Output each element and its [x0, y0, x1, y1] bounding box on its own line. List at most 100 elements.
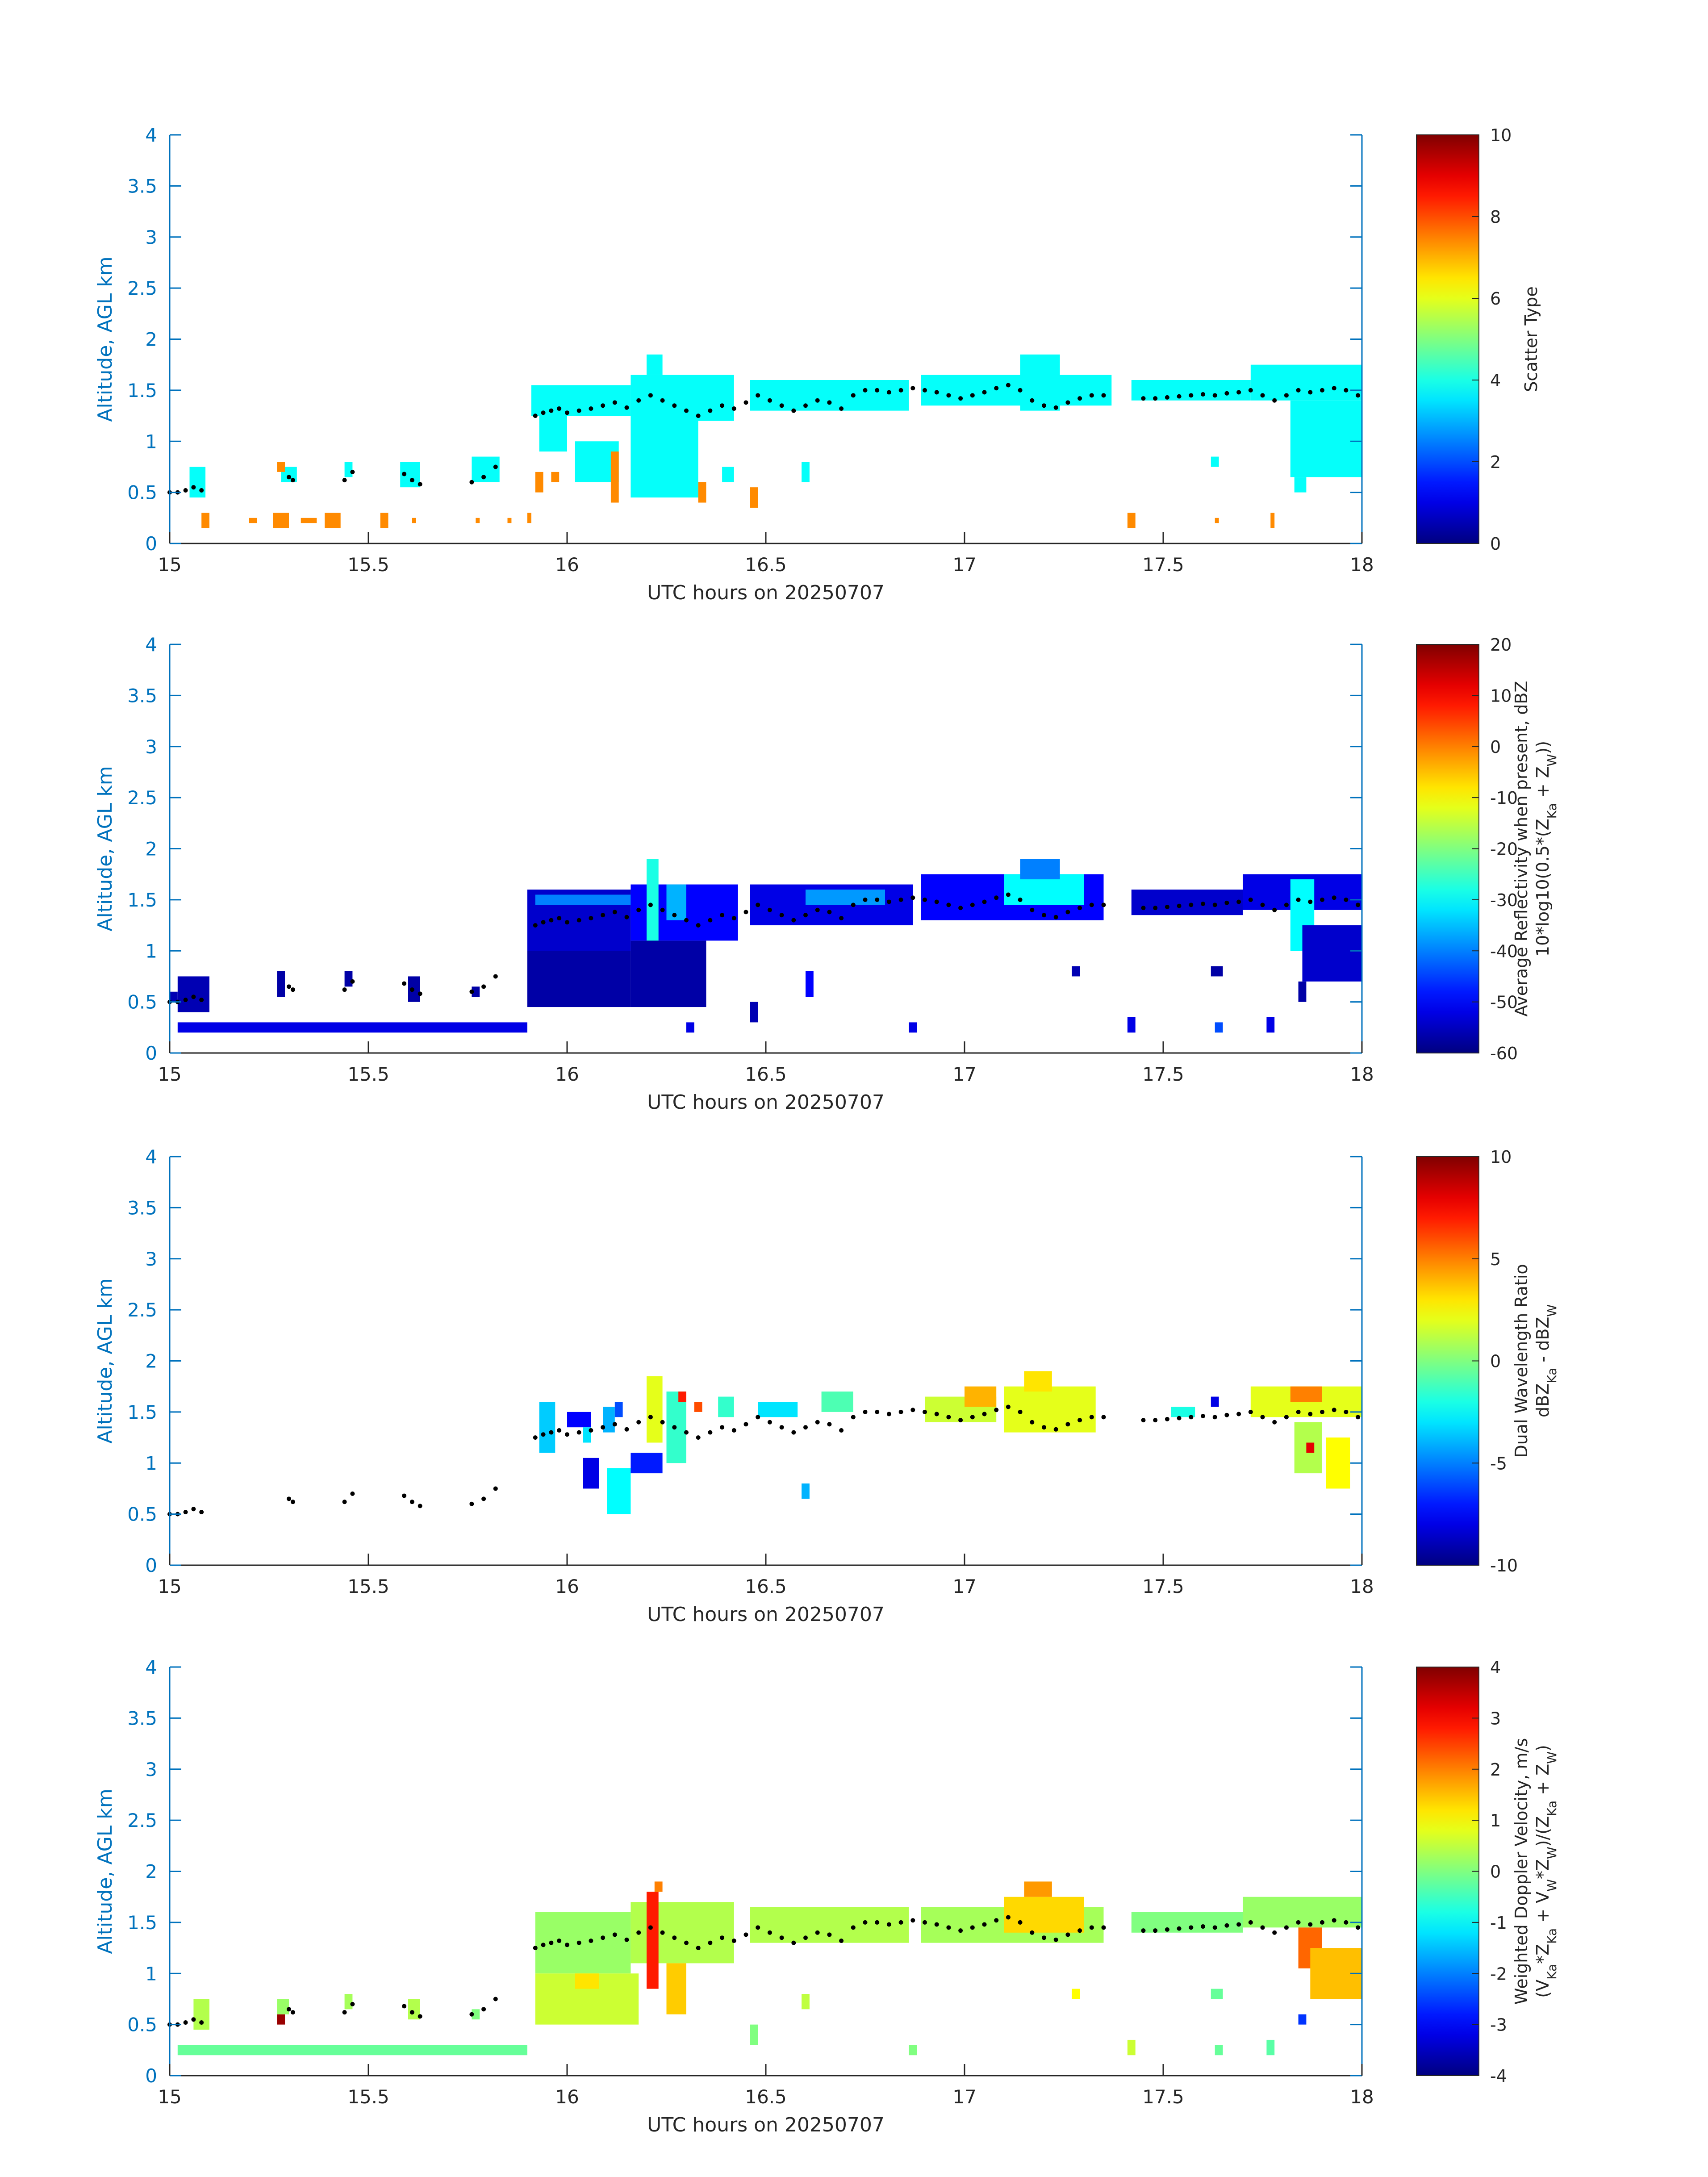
colorbar-tick-label: 20 — [1490, 635, 1512, 655]
heatmap-cell — [1127, 2039, 1136, 2056]
cloud-base-point — [1018, 897, 1023, 902]
cloud-base-point — [1077, 396, 1082, 401]
x-tick-label: 15.5 — [347, 554, 389, 576]
heatmap-cell — [1298, 2014, 1307, 2025]
cloud-base-point — [1284, 1925, 1289, 1930]
cloud-base-point — [851, 903, 856, 907]
cloud-base-point — [612, 1422, 617, 1427]
cloud-base-point — [1030, 907, 1035, 912]
heatmap-cell — [1131, 1912, 1243, 1933]
cloud-base-point — [183, 488, 188, 493]
cloud-base-point — [493, 464, 498, 469]
cloud-base-point — [290, 478, 295, 483]
heatmap-cell — [1072, 1989, 1080, 1999]
cloud-base-point — [402, 981, 407, 986]
cloud-base-point — [756, 393, 760, 398]
cloud-base-point — [946, 1925, 951, 1930]
cloud-base-point — [565, 410, 569, 415]
cloud-base-dots — [167, 1404, 1361, 1517]
cloud-base-point — [557, 1939, 562, 1943]
cloud-base-point — [1224, 1923, 1229, 1928]
cloud-base-point — [342, 1500, 347, 1504]
cloud-base-point — [851, 1925, 856, 1930]
heatmap-cell — [277, 462, 285, 472]
cloud-base-point — [767, 907, 772, 912]
cloud-base-point — [1177, 394, 1182, 399]
colorbar-tick-label: -60 — [1490, 1044, 1518, 1063]
heatmap-cell — [273, 513, 289, 528]
heatmap-cell — [909, 2045, 917, 2056]
colorbar-label: Dual Wavelength Ratio — [1512, 1264, 1531, 1458]
cloud-base-point — [1332, 1408, 1336, 1412]
cloud-base-point — [731, 1428, 736, 1433]
cloud-base-point — [994, 1408, 999, 1412]
heatmap-cell — [177, 976, 209, 1012]
cloud-base-point — [1089, 393, 1094, 398]
heatmap-cell — [1024, 1371, 1052, 1392]
x-axis-label: UTC hours on 20250707 — [647, 1603, 885, 1626]
cloud-base-point — [1296, 897, 1301, 902]
cloud-base-point — [1030, 1420, 1035, 1425]
y-tick-label: 1 — [145, 1452, 157, 1474]
cloud-base-point — [851, 393, 856, 398]
cloud-base-point — [684, 408, 689, 413]
heatmap-cell — [1326, 1437, 1350, 1489]
cloud-base-point — [672, 403, 677, 408]
cloud-base-point — [1236, 1412, 1241, 1417]
cloud-base-point — [589, 1428, 593, 1433]
cloud-base-point — [827, 1932, 832, 1937]
cloud-base-point — [970, 1415, 975, 1420]
cloud-base-point — [541, 1432, 546, 1437]
colorbar: -4 -3 -2 -1 0 1 2 3 4 Weighted Doppler Velocity, … — [1416, 1658, 1559, 2086]
heatmap-cell — [1266, 1017, 1275, 1033]
cloud-base-point — [549, 1940, 554, 1945]
cloud-base-point — [648, 393, 653, 398]
cloud-base-point — [1153, 396, 1158, 401]
colorbar: -10 -5 0 5 10 Dual Wavelength Ratio dBZKa - dB… — [1416, 1147, 1559, 1575]
heatmap-cell — [607, 1468, 631, 1514]
cloud-base-point — [1320, 897, 1324, 902]
heatmap-cell — [610, 451, 619, 503]
heatmap-cell — [277, 1999, 289, 2014]
cloud-base-point — [199, 998, 204, 1003]
x-tick-label: 16 — [555, 1063, 579, 1085]
cloud-base-point — [1189, 393, 1194, 398]
cloud-base-point — [418, 991, 422, 996]
heatmap-cell — [277, 971, 285, 997]
colorbar-tick-label: -10 — [1490, 1556, 1518, 1575]
cloud-base-point — [898, 388, 903, 393]
heatmap-cell — [1211, 456, 1219, 467]
cloud-base-point — [549, 918, 554, 923]
colorbar-tick-label: 0 — [1490, 737, 1501, 757]
heatmap-cell — [476, 518, 480, 523]
colorbar-tick-label: 5 — [1490, 1249, 1501, 1269]
cloud-base-point — [1065, 400, 1070, 405]
cloud-base-point — [1018, 388, 1023, 393]
cloud-base-point — [565, 1943, 569, 1947]
colorbar-label-formula: 10*log10(0.5*(ZKa + ZW)) — [1533, 741, 1559, 957]
cloud-base-point — [1201, 902, 1205, 907]
colorbar-tick-label: 0 — [1490, 1352, 1501, 1371]
colorbar-tick-label: 0 — [1490, 1862, 1501, 1882]
colorbar-tick-label: 6 — [1490, 289, 1501, 309]
cloud-base-point — [402, 1493, 407, 1498]
cloud-base-point — [199, 2020, 204, 2025]
cloud-base-point — [923, 388, 927, 393]
heatmap-cell — [1004, 1897, 1084, 1933]
cloud-base-point — [290, 987, 295, 992]
x-tick-label: 16.5 — [745, 1063, 787, 1085]
cloud-base-point — [1356, 1415, 1361, 1420]
cloud-base-point — [684, 1430, 689, 1435]
heatmap-cell — [1243, 1897, 1362, 1928]
cloud-base-point — [815, 398, 820, 403]
colorbar-tick-label: -50 — [1490, 993, 1518, 1012]
heatmap-cell — [1171, 1407, 1195, 1417]
colorbar: -60 -50 -40 -30 -20 -10 0 10 20 Average Reflectiv… — [1416, 635, 1559, 1063]
colorbar-tick-label: 2 — [1490, 1760, 1501, 1780]
y-tick-label: 3.5 — [127, 175, 157, 197]
cloud-base-point — [756, 1925, 760, 1930]
panel-average-reflectivity: 0 0.5 1 1.5 2 2.5 3 3.5 4 15 15.5 16 16.5 17 17.5 18 UTC… — [94, 634, 1559, 1114]
cloud-base-point — [541, 410, 546, 415]
cloud-base-point — [910, 895, 915, 900]
colorbar-tick-label: -20 — [1490, 840, 1518, 859]
